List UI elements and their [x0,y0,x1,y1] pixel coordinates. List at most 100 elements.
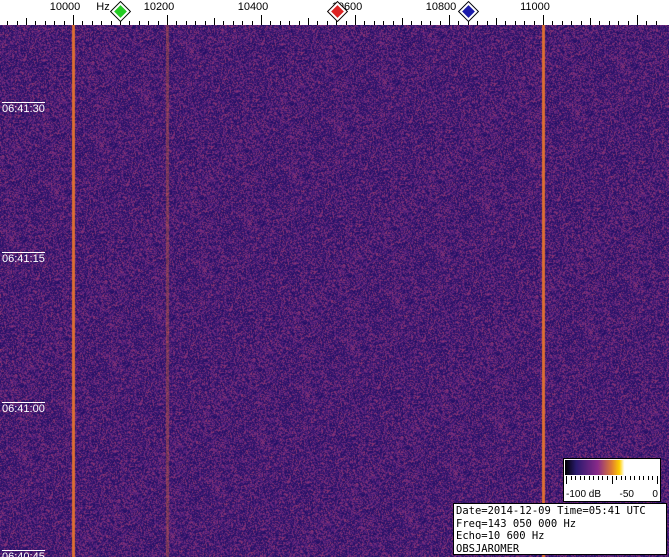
x-tick [646,21,647,25]
colorbar-tick [597,476,599,480]
colorbar-label-max: 0 [652,489,658,500]
x-tick [599,21,600,25]
x-tick [289,21,290,25]
x-tick [214,18,215,25]
x-tick [223,21,224,25]
x-tick [355,15,356,25]
colorbar-gradient [565,460,659,475]
x-tick [111,21,112,25]
x-tick [299,21,300,25]
observation-info-box: Date=2014-12-09 Time=05:41 UTC Freq=143 … [453,503,667,555]
colorbar-tick [579,476,581,480]
x-tick [242,21,243,25]
x-tick [270,21,271,25]
colorbar-tick [611,476,613,484]
info-echo: Echo=10 600 Hz [456,530,545,542]
x-tick [280,21,281,25]
colorbar-tick [575,476,577,480]
colorbar-tick [606,476,608,480]
x-tick-label: 10800 [425,1,457,13]
x-tick [205,21,206,25]
x-tick [440,21,441,25]
x-tick [186,21,187,25]
x-tick [148,21,149,25]
frequency-marker[interactable] [459,2,478,21]
x-tick [261,15,262,25]
time-tick-label: 06:41:15 [2,252,45,265]
x-tick [374,21,375,25]
x-tick [317,21,318,25]
x-tick [17,21,18,25]
x-tick [252,21,253,25]
x-tick [543,15,544,25]
colorbar-tick [593,476,595,480]
x-tick [534,21,535,25]
x-tick [581,21,582,25]
x-tick [233,21,234,25]
x-tick [496,18,497,25]
x-tick [393,21,394,25]
colorbar-tick [652,476,654,480]
x-tick [101,21,102,25]
time-tick-label: 06:41:30 [2,102,45,115]
x-tick [430,21,431,25]
colorbar-tick [657,476,658,484]
x-tick [45,21,46,25]
x-tick [628,21,629,25]
x-tick [468,21,469,25]
colorbar-tick [625,476,627,480]
colorbar-tick [647,476,649,480]
x-tick [327,21,328,25]
colorbar-tick [638,476,640,480]
x-tick [421,21,422,25]
x-tick [167,15,168,25]
colorbar-tick [634,476,636,480]
x-tick [571,21,572,25]
x-tick-label: 10000 [49,1,81,13]
colorbar-legend: -100 dB -50 0 [563,458,661,502]
x-tick [336,21,337,25]
colorbar-tick [643,476,645,480]
x-tick [64,21,65,25]
x-tick [524,21,525,25]
colorbar-tick [588,476,590,480]
x-tick [54,21,55,25]
x-tick [176,21,177,25]
colorbar-label-mid: -50 [619,489,634,500]
x-tick [590,18,591,25]
x-tick [411,21,412,25]
x-tick [120,18,121,25]
frequency-axis: 10000 10200 10400 10600 10800 11000 Hz [0,0,669,25]
x-tick [35,21,36,25]
x-tick [609,21,610,25]
info-observer: OBSJAROMER [456,542,520,555]
x-tick [308,18,309,25]
x-tick [129,21,130,25]
colorbar-label-min: -100 dB [566,489,602,500]
x-tick [364,21,365,25]
x-tick [487,21,488,25]
colorbar-tick [629,476,631,480]
x-tick [552,21,553,25]
x-tick [82,21,83,25]
x-tick [195,21,196,25]
colorbar-tick [584,476,586,480]
x-tick [139,21,140,25]
x-tick [477,21,478,25]
x-tick [515,21,516,25]
x-unit-label: Hz [96,1,110,13]
colorbar-tick [570,476,572,480]
colorbar-tick [566,476,567,484]
x-tick [402,18,403,25]
time-tick-label: 06:40:45 [2,550,45,557]
info-date-time: Date=2014-12-09 Time=05:41 UTC [456,505,646,517]
x-tick [7,21,8,25]
x-tick [458,21,459,25]
x-tick [449,15,450,25]
x-tick-label: 10200 [143,1,175,13]
x-tick [637,15,638,25]
frequency-marker[interactable] [111,2,130,21]
colorbar-tick [620,476,622,480]
x-tick-label: 10400 [237,1,269,13]
x-tick-label: 11000 [520,1,550,13]
